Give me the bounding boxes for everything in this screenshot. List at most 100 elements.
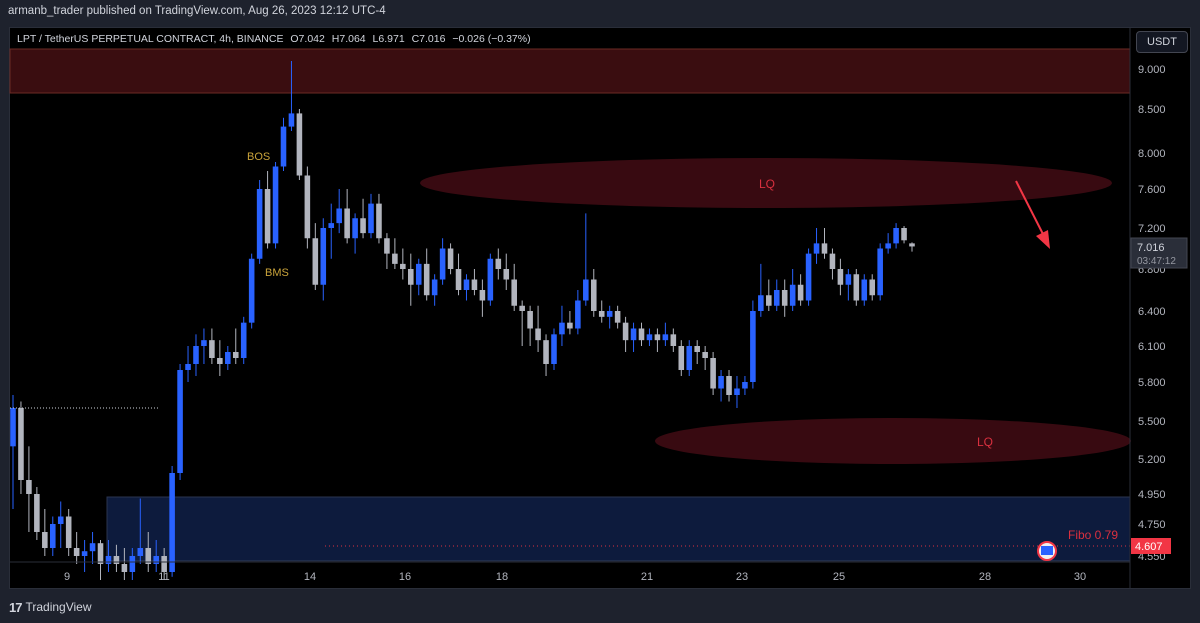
candle-body — [288, 113, 295, 127]
candle-body — [559, 322, 565, 335]
ohlc-low: L6.971 — [372, 33, 405, 45]
candle-body — [240, 322, 247, 358]
currency-button[interactable]: USDT — [1136, 31, 1188, 53]
candle-body — [606, 311, 613, 317]
candle-body — [145, 548, 152, 564]
candle-body — [845, 274, 852, 285]
x-tick-label: 25 — [833, 571, 845, 583]
candle-body — [479, 290, 486, 301]
x-tick-label: 21 — [641, 571, 653, 583]
x-tick-label: 18 — [496, 571, 508, 583]
x-tick-label: 9 — [64, 571, 70, 583]
candle-body — [511, 279, 517, 306]
candle-body — [201, 340, 207, 346]
overlays-layer: BOS BMS LQ LQ Fibo 0.79 — [10, 151, 1130, 547]
candle-body — [49, 524, 56, 548]
candle-body — [893, 228, 899, 244]
candle-body — [296, 113, 303, 176]
candle-body — [686, 346, 693, 370]
x-tick-label: 30 — [1074, 571, 1086, 583]
candle-body — [622, 322, 629, 341]
candle-body — [766, 295, 772, 306]
candle-body — [18, 408, 24, 480]
candle-body — [630, 328, 637, 341]
ohlc-high: H7.064 — [331, 33, 366, 45]
candle-body — [551, 334, 557, 364]
candle-body — [320, 228, 327, 285]
y-tick-label: 5.200 — [1138, 454, 1166, 466]
candle-body — [527, 311, 533, 329]
candle-body — [225, 352, 231, 364]
candle-body — [797, 284, 804, 301]
ohlc-change: −0.026 (−0.37%) — [452, 33, 531, 45]
x-tick-label: 14 — [304, 571, 316, 583]
lq-lower-label: LQ — [977, 435, 993, 449]
candle-body — [654, 334, 661, 341]
candle-body — [583, 279, 589, 301]
candle-body — [463, 279, 470, 290]
candle-body — [598, 311, 605, 317]
lq-lower-ellipse — [655, 418, 1131, 464]
candle-body — [129, 556, 136, 572]
price-tag-label: 4.607 — [1135, 541, 1163, 553]
candle-body — [209, 340, 215, 358]
down-arrow-shaft — [1015, 180, 1047, 241]
x-tick-label: 11 — [158, 571, 169, 583]
demand-zone — [106, 496, 1131, 562]
candle-body — [137, 548, 144, 556]
candle-body — [26, 480, 32, 494]
candle-body — [344, 208, 350, 239]
candle-body — [400, 263, 406, 269]
candle-body — [81, 551, 88, 556]
countdown-label: 03:47:12 — [1137, 256, 1176, 267]
y-tick-label: 8.000 — [1138, 148, 1166, 160]
candle-body — [97, 543, 104, 564]
candle-body — [813, 243, 820, 254]
candle-body — [638, 328, 645, 341]
flag-marker-canton — [1041, 546, 1053, 555]
candle-body — [662, 334, 669, 341]
candle-body — [57, 516, 64, 524]
lq-upper-label: LQ — [759, 177, 775, 191]
candle-body — [678, 346, 685, 370]
candle-body — [113, 556, 120, 564]
candle-body — [646, 334, 653, 341]
candle-body — [280, 126, 287, 167]
axes-layer: 9.0008.5008.0007.6007.2006.8006.4006.100… — [10, 28, 1188, 588]
candle-body — [702, 352, 708, 358]
candle-body — [901, 228, 907, 241]
candle-body — [694, 346, 700, 352]
published-info: armanb_trader published on TradingView.c… — [8, 5, 386, 17]
candle-body — [408, 269, 414, 285]
candle-body — [869, 279, 876, 296]
symbol-title: LPT / TetherUS PERPETUAL CONTRACT, 4h, B… — [17, 33, 284, 45]
candle-body — [789, 284, 796, 306]
tradingview-logo-icon: 17 — [9, 599, 23, 615]
candle-body — [10, 408, 16, 447]
candle-body — [487, 258, 494, 301]
y-tick-label: 6.100 — [1138, 341, 1166, 353]
footer-branding: 17 TradingView — [9, 597, 92, 617]
candle-body — [805, 253, 812, 301]
candle-body — [575, 300, 581, 329]
chart-pane[interactable] — [9, 27, 1191, 589]
y-tick-label: 5.800 — [1138, 377, 1166, 389]
y-tick-label: 5.500 — [1138, 416, 1166, 428]
candle-body — [376, 203, 382, 239]
candle-body — [105, 556, 112, 564]
candle-body — [185, 364, 191, 370]
candle-body — [742, 382, 748, 389]
price-tag-box — [1131, 538, 1171, 554]
candle-body — [352, 218, 358, 239]
candle-body — [423, 263, 430, 296]
candle-body — [360, 218, 366, 234]
candle-body — [431, 279, 438, 296]
candle-body — [567, 322, 573, 329]
x-tick-label: 28 — [979, 571, 991, 583]
candle-body — [73, 548, 80, 556]
y-tick-label: 4.750 — [1138, 519, 1166, 531]
candle-body — [829, 253, 836, 269]
ohlc-open: O7.042 — [290, 33, 325, 45]
candle-body — [909, 243, 915, 247]
